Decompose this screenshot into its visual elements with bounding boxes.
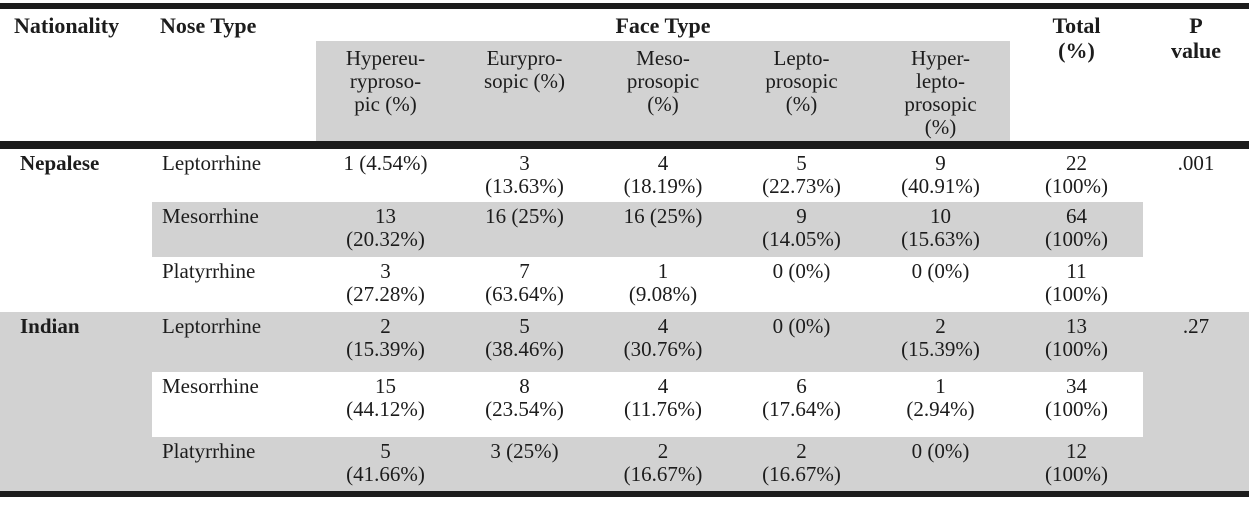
cell-hypereuryprosopic: 15 (44.12%) [316, 372, 455, 437]
cell-leptoprosopic: 0 (0%) [772, 314, 831, 338]
col-header-face-type: Face Type [615, 13, 711, 38]
cell-hypereuryprosopic: 5 (41.66%) [346, 439, 425, 486]
cell-euryprosopic: 7 (63.64%) [485, 259, 564, 306]
cell-nationality [0, 372, 152, 437]
cell-p-value [1143, 437, 1249, 491]
cell-total: 34 (100%) [1010, 372, 1143, 437]
cell-nationality: Indian [20, 314, 80, 338]
cell-hyperleptoprosopic: 9 (40.91%) [901, 151, 980, 198]
table-row-indian-mesorrhine: Mesorrhine 15 (44.12%) 8 (23.54%) 4 (11.… [0, 372, 1249, 437]
cell-total: 13 (100%) [1045, 314, 1108, 361]
cell-euryprosopic: 8 (23.54%) [455, 372, 594, 437]
subheader-euryprosopic: Eurypro- sopic (%) [483, 46, 566, 93]
cell-nose-type: Platyrrhine [162, 259, 256, 283]
cell-hypereuryprosopic: 3 (27.28%) [346, 259, 425, 306]
col-header-nationality: Nationality [14, 13, 120, 38]
cell-total: 22 (100%) [1045, 151, 1108, 198]
face-type-subheader-band: Hypereu- ryproso- pic (%) Eurypro- sopic… [316, 41, 1010, 141]
subheader-leptoprosopic: Lepto- prosopic (%) [765, 46, 838, 116]
cell-nose-type: Platyrrhine [162, 439, 256, 463]
cell-nationality [0, 202, 152, 257]
cell-euryprosopic: 16 (25%) [455, 202, 594, 257]
header-separator-rule [0, 141, 1249, 149]
cell-euryprosopic: 5 (38.46%) [485, 314, 564, 361]
cell-p-value: .001 [1177, 151, 1215, 175]
cell-p-value [1143, 372, 1249, 437]
cell-nationality: Nepalese [20, 151, 100, 175]
cell-hyperleptoprosopic: 2 (15.39%) [901, 314, 980, 361]
cell-euryprosopic: 3 (13.63%) [485, 151, 564, 198]
table-header-row: Nationality Nose Type Face Type Total (%… [0, 9, 1249, 141]
cell-total: 64 (100%) [1010, 202, 1143, 257]
cell-hyperleptoprosopic: 1 (2.94%) [871, 372, 1010, 437]
cell-leptoprosopic: 0 (0%) [772, 259, 831, 283]
subheader-hyperleptoprosopic: Hyper- lepto- prosopic (%) [904, 46, 977, 139]
cell-p-value: .27 [1182, 314, 1210, 338]
cell-total: 11 (100%) [1045, 259, 1108, 306]
cell-p-value [1143, 202, 1249, 257]
cell-hypereuryprosopic: 13 (20.32%) [316, 202, 455, 257]
cell-mesoprosopic: 4 (18.19%) [623, 151, 703, 198]
table-row-nepalese-mesorrhine: Mesorrhine 13 (20.32%) 16 (25%) 16 (25%)… [0, 202, 1249, 257]
cell-hyperleptoprosopic: 0 (0%) [911, 259, 970, 283]
subheader-hypereuryprosopic: Hypereu- ryproso- pic (%) [345, 46, 426, 116]
cell-p-value [1143, 257, 1249, 312]
cell-nose-type: Mesorrhine [152, 202, 316, 257]
col-header-p-value: P value [1170, 13, 1222, 63]
cell-nose-type: Leptorrhine [162, 314, 262, 338]
cell-nationality [0, 437, 152, 491]
cell-nose-type: Leptorrhine [162, 151, 262, 175]
table-row-nepalese-platyrrhine: Platyrrhine 3 (27.28%) 7 (63.64%) 1 (9.0… [0, 257, 1249, 312]
cell-hyperleptoprosopic: 0 (0%) [911, 439, 970, 463]
cell-mesoprosopic: 2 (16.67%) [623, 439, 703, 486]
cell-hypereuryprosopic: 2 (15.39%) [346, 314, 425, 361]
cell-mesoprosopic: 4 (30.76%) [623, 314, 703, 361]
col-header-nose-type: Nose Type [160, 13, 257, 38]
cell-leptoprosopic: 6 (17.64%) [732, 372, 871, 437]
cell-leptoprosopic: 5 (22.73%) [762, 151, 841, 198]
cell-mesoprosopic: 16 (25%) [594, 202, 732, 257]
table-row-indian-leptorrhine: Indian Leptorrhine 2 (15.39%) 5 (38.46%)… [0, 312, 1249, 372]
cell-mesoprosopic: 1 (9.08%) [628, 259, 698, 306]
table-body: Nepalese Leptorrhine 1 (4.54%) 3 (13.63%… [0, 149, 1249, 491]
table-bottom-rule [0, 491, 1249, 497]
col-header-total: Total (%) [1052, 13, 1101, 63]
table-top-rule [0, 3, 1249, 9]
cell-total: 12 (100%) [1045, 439, 1108, 486]
cell-leptoprosopic: 2 (16.67%) [762, 439, 841, 486]
cell-hyperleptoprosopic: 10 (15.63%) [871, 202, 1010, 257]
cell-euryprosopic: 3 (25%) [490, 439, 559, 463]
cell-mesoprosopic: 4 (11.76%) [594, 372, 732, 437]
subheader-mesoprosopic: Meso- prosopic (%) [626, 46, 700, 116]
table-row-nepalese-leptorrhine: Nepalese Leptorrhine 1 (4.54%) 3 (13.63%… [0, 149, 1249, 202]
table-row-indian-platyrrhine: Platyrrhine 5 (41.66%) 3 (25%) 2 (16.67%… [0, 437, 1249, 491]
cell-nationality [0, 257, 152, 312]
cell-nose-type: Mesorrhine [152, 372, 316, 437]
cell-leptoprosopic: 9 (14.05%) [732, 202, 871, 257]
cell-hypereuryprosopic: 1 (4.54%) [343, 151, 428, 175]
